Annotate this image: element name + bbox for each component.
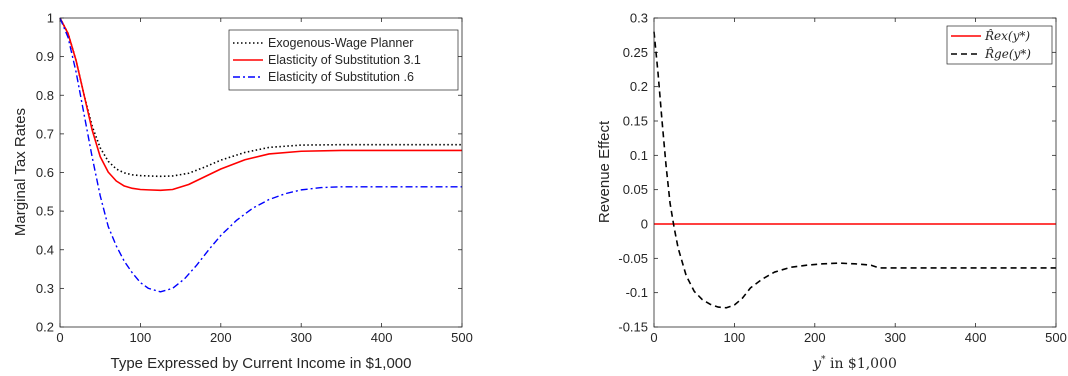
- left-legend-box: [228, 29, 459, 91]
- right-x-axis-label: y* in $1,000: [812, 355, 897, 372]
- revenue-effect-chart: 0 100 200 300 400 500 -0.15 -0.1 -0.05 0 0.05 0.1 0.…: [596, 11, 1067, 373]
- left-series-line-0: [59, 17, 462, 178]
- right-y-axis-label: Revenue Effect: [596, 120, 613, 223]
- right-y-tick-label: -0.1: [626, 285, 648, 300]
- left-tick-group: 0 100 200 300 400 500 0.2 0.3 0.4 0.5 0.6 0.7 0.8 0.9…: [36, 11, 473, 346]
- right-series-line-1: [653, 31, 1056, 309]
- right-tick-group: 0 100 200 300 400 500 -0.15 -0.1 -0.05 0 0.05 0.1 0.…: [618, 11, 1066, 346]
- right-legend-box: [946, 25, 1053, 65]
- right-x-sup: *: [821, 355, 826, 365]
- legend-label-r-ex: R̂ex(y*): [984, 28, 1030, 43]
- left-x-tick-label: 100: [130, 330, 152, 345]
- left-y-tick-label: 0.6: [36, 165, 54, 180]
- legend-label-r-ge: R̂ge(y*): [984, 46, 1031, 61]
- left-y-tick-label: 0.2: [36, 320, 54, 335]
- right-x-tick-label: 0: [650, 330, 657, 345]
- right-axes-box: [653, 17, 1057, 328]
- right-plot-area: [654, 18, 1056, 327]
- left-y-tick-label: 0.9: [36, 49, 54, 64]
- left-x-tick-label: 200: [210, 330, 232, 345]
- left-legend: Exogenous-Wage Planner Elasticity of Sub…: [228, 29, 459, 91]
- right-y-tick-label: 0.2: [630, 79, 648, 94]
- left-series-line-1: [59, 17, 462, 192]
- right-y-tick-label: 0.3: [630, 11, 648, 26]
- right-x-rest: in $1,000: [826, 356, 897, 372]
- right-y-tick-label: 0: [641, 217, 648, 232]
- left-y-tick-label: 0.5: [36, 204, 54, 219]
- left-y-tick-label: 0.8: [36, 88, 54, 103]
- left-x-axis-label: Type Expressed by Current Income in $1,0…: [111, 355, 412, 372]
- right-y-tick-label: 0.1: [630, 148, 648, 163]
- left-x-tick-label: 400: [371, 330, 393, 345]
- left-series-line-2: [59, 17, 462, 293]
- left-x-tick-label: 300: [290, 330, 312, 345]
- left-y-tick-label: 0.4: [36, 242, 54, 257]
- right-y-tick-label: 0.05: [623, 182, 648, 197]
- right-x-var: y: [812, 356, 822, 372]
- right-y-tick-label: -0.15: [618, 320, 648, 335]
- right-y-tick-label: 0.15: [623, 114, 648, 129]
- left-axes-box: [59, 17, 463, 328]
- right-y-tick-label: 0.25: [623, 45, 648, 60]
- legend-label-elasticity-3-1: Elasticity of Substitution 3.1: [268, 53, 421, 67]
- legend-label-elasticity-0-6: Elasticity of Substitution .6: [268, 70, 414, 84]
- left-y-tick-label: 0.7: [36, 126, 54, 141]
- right-legend: R̂ex(y*) R̂ge(y*): [946, 25, 1053, 65]
- left-y-tick-label: 0.3: [36, 281, 54, 296]
- left-x-tick-label: 500: [451, 330, 473, 345]
- right-x-tick-label: 500: [1045, 330, 1067, 345]
- legend-label-exogenous-wage: Exogenous-Wage Planner: [268, 36, 413, 50]
- right-x-tick-label: 300: [884, 330, 906, 345]
- right-series-group: [653, 31, 1056, 309]
- left-x-tick-label: 0: [56, 330, 63, 345]
- right-x-tick-label: 100: [724, 330, 746, 345]
- right-x-tick-label: 200: [804, 330, 826, 345]
- left-series-group: [59, 17, 462, 293]
- left-y-axis-label: Marginal Tax Rates: [12, 108, 29, 236]
- left-y-tick-label: 1: [47, 11, 54, 26]
- tax-rates-chart: 0 100 200 300 400 500 0.2 0.3 0.4 0.5 0.6 0.7 0.8 0.9…: [12, 11, 473, 373]
- right-x-tick-label: 400: [965, 330, 987, 345]
- right-y-tick-label: -0.05: [618, 251, 648, 266]
